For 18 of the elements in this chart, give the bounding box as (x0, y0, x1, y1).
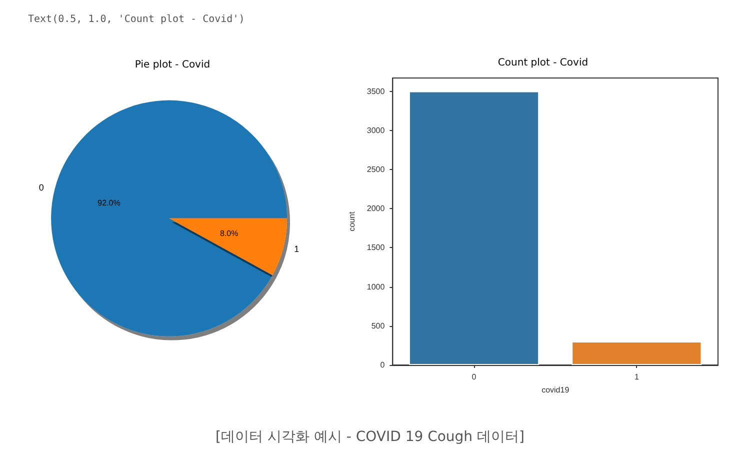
data-label: 92.0% (98, 198, 120, 208)
data-label: 8.0% (220, 229, 238, 238)
y-tick-label: 1000 (366, 282, 386, 292)
y-tick-label: 3000 (366, 126, 386, 135)
y-tick-label: 2500 (366, 164, 386, 174)
slice-label: 1 (294, 244, 300, 254)
y-tick-label: 3500 (366, 86, 386, 96)
x-axis-title: covid19 (542, 385, 570, 394)
y-tick-label: 500 (371, 321, 386, 330)
chart-title: Count plot - Covid (498, 58, 588, 68)
text: [데이터 시각화 예시 - COVID 19 Cough 데이터] (214, 428, 526, 446)
slice-label: 0 (38, 182, 44, 192)
y-tick-label: 0 (380, 360, 386, 370)
text: Text(0.5, 1.0, 'Count plot - Covid') (28, 14, 245, 25)
y-tick-label: 2000 (366, 204, 386, 214)
y-axis-title: count (348, 210, 356, 232)
chart-title: Pie plot - Covid (134, 60, 210, 70)
y-tick-label: 1500 (366, 243, 386, 252)
